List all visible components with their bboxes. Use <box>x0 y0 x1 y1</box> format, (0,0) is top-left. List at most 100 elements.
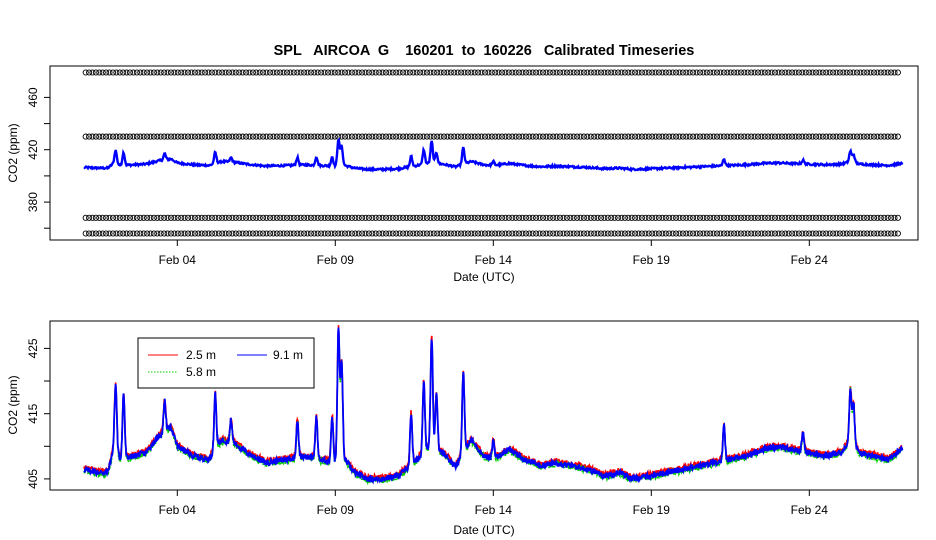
calibration-point <box>758 69 765 76</box>
calibration-point <box>345 133 352 140</box>
calibration-point <box>167 69 175 76</box>
calibration-point <box>522 214 529 221</box>
calibration-point <box>133 214 140 221</box>
calibration-point <box>830 69 837 76</box>
calibration-point <box>720 133 727 140</box>
calibration-point <box>556 69 564 76</box>
calibration-point <box>751 69 758 76</box>
calibration-point <box>751 230 758 237</box>
calibration-point <box>731 133 738 140</box>
calibration-point <box>731 230 738 237</box>
calibration-point <box>444 69 451 76</box>
calibration-point <box>734 133 741 140</box>
calibration-point <box>389 214 396 221</box>
calibration-point <box>140 69 147 76</box>
calibration-point <box>522 230 529 237</box>
calibration-point <box>877 133 884 140</box>
calibration-point <box>833 133 840 140</box>
calibration-point <box>328 214 335 221</box>
calibration-point <box>843 230 850 237</box>
calibration-point <box>219 133 226 140</box>
calibration-point <box>888 133 895 140</box>
calibration-point <box>673 133 680 140</box>
calibration-point <box>580 133 587 140</box>
calibration-point <box>857 133 864 140</box>
calibration-point <box>618 214 625 221</box>
calibration-point <box>625 214 632 221</box>
calibration-point <box>615 230 622 237</box>
calibration-point <box>413 69 420 76</box>
calibration-point <box>106 230 113 237</box>
calibration-point <box>191 133 198 140</box>
calibration-point <box>673 69 680 76</box>
calibration-point <box>601 214 608 221</box>
calibration-point <box>625 133 632 140</box>
calibration-point <box>294 214 301 221</box>
calibration-point <box>475 230 482 237</box>
calibration-point <box>277 230 284 237</box>
calibration-point <box>144 69 151 76</box>
calibration-point <box>184 133 192 140</box>
calibration-point <box>751 214 758 221</box>
calibration-point <box>123 133 130 140</box>
calibration-point <box>703 133 710 140</box>
calibration-point <box>352 69 359 76</box>
calibration-point <box>505 230 512 237</box>
calibration-point <box>198 69 205 76</box>
calibration-point <box>423 214 430 221</box>
calibration-point <box>287 230 294 237</box>
calibration-point <box>830 214 837 221</box>
calibration-point <box>396 230 403 237</box>
calibration-point <box>410 133 417 140</box>
calibration-point <box>775 133 782 140</box>
calibration-point <box>215 230 222 237</box>
x-axis-bottom: Feb 04 Feb 09 Feb 14 Feb 19 Feb 24 <box>159 490 828 517</box>
calibration-point <box>778 69 785 76</box>
calibration-point <box>485 230 492 237</box>
bottom-panel: 405 415 425 Feb 04 Feb 09 Feb 14 Feb 19 Feb 24… <box>6 320 919 537</box>
calibration-point <box>92 214 99 221</box>
calibration-point <box>147 133 154 140</box>
calibration-point <box>471 214 478 221</box>
calibration-point <box>819 230 826 237</box>
calibration-point <box>202 133 209 140</box>
calibration-point <box>420 214 427 221</box>
calibration-point <box>297 133 304 140</box>
calibration-point <box>294 133 301 140</box>
calibration-point <box>816 133 823 140</box>
calibration-point <box>666 230 673 237</box>
calibration-point <box>618 230 625 237</box>
calibration-point <box>413 230 420 237</box>
calibration-point <box>847 133 854 140</box>
calibration-point <box>396 133 403 140</box>
calibration-point <box>174 230 181 237</box>
calibration-point <box>758 230 765 237</box>
calibration-point <box>526 230 533 237</box>
calibration-point <box>498 69 506 76</box>
calibration-point <box>99 133 106 140</box>
calibration-point <box>444 133 451 140</box>
calibration-point <box>720 230 727 237</box>
calibration-point <box>198 230 205 237</box>
x-tick-label: Feb 19 <box>633 253 671 267</box>
calibration-point <box>379 230 386 237</box>
calibration-point <box>707 230 714 237</box>
calibration-point <box>816 230 823 237</box>
calibration-point <box>260 230 267 237</box>
legend-label-5-8m: 5.8 m <box>186 365 216 379</box>
calibration-point <box>229 69 236 76</box>
x-tick-label: Feb 04 <box>159 253 197 267</box>
calibration-point <box>410 69 417 76</box>
calibration-point <box>597 69 605 76</box>
calibration-point <box>427 69 434 76</box>
calibration-point <box>219 69 226 76</box>
calibration-point <box>406 133 413 140</box>
calibration-point <box>669 133 676 140</box>
calibration-point <box>867 230 874 237</box>
calibration-point <box>239 69 246 76</box>
calibration-point <box>546 69 553 76</box>
calibration-point <box>789 133 796 140</box>
calibration-point <box>826 214 833 221</box>
calibration-point <box>335 230 342 237</box>
calibration-point <box>771 133 779 140</box>
